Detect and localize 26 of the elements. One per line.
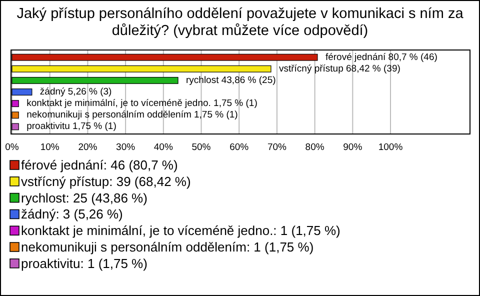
x-tick-label: 90% bbox=[343, 142, 363, 153]
data-label: proaktivitu 1,75 % (1) bbox=[26, 121, 116, 132]
x-tick-label: 80% bbox=[305, 142, 325, 153]
x-tick-label: 60% bbox=[230, 142, 250, 153]
data-label: žádný 5,26 % (3) bbox=[40, 86, 112, 98]
legend-label: žádný: 3 (5,26 %) bbox=[21, 206, 123, 222]
x-tick-label: 50% bbox=[192, 142, 212, 153]
x-tick-label: 70% bbox=[267, 142, 288, 153]
legend-label: rychlost: 25 (43,86 %) bbox=[21, 190, 148, 206]
data-label: rychlost 43,86 % (25) bbox=[186, 74, 276, 86]
x-tick-label: 40% bbox=[154, 142, 174, 153]
data-label: konktakt je minimální, je to víceméně jedno. 1,75 % (1) bbox=[26, 98, 258, 110]
x-tick-label: 10% bbox=[40, 142, 60, 153]
x-tick-label: 100% bbox=[378, 142, 404, 153]
data-label: nekomunikuji s personálním oddělením 1,75 % (1) bbox=[26, 110, 238, 121]
legend-label: proaktivitu: 1 (1,75 %) bbox=[21, 256, 148, 271]
chart-title: Jaký přístup personálního oddělení považujete v komunikaci s ním za důležitý? (vybrat můžete více odpovědí) bbox=[16, 6, 464, 39]
legend-label: vstřícný přístup: 39 (68,42 %) bbox=[21, 174, 191, 189]
data-label: vstřícný přístup 68,42 % (39) bbox=[278, 63, 400, 74]
x-tick-label: 30% bbox=[116, 142, 136, 153]
legend-label: nekomunikuji s personálním oddělením: 1 (1,75 %) bbox=[21, 240, 314, 254]
x-tick-label: 20% bbox=[78, 142, 98, 153]
x-tick-label: 0% bbox=[5, 142, 20, 153]
data-label: férové jednání 80,7 % (46) bbox=[325, 52, 438, 63]
legend-label: férové jednání: 46 (80,7 %) bbox=[21, 158, 178, 172]
legend-label: konktakt je minimální, je to víceméně jedno.: 1 (1,75 %) bbox=[21, 223, 340, 238]
